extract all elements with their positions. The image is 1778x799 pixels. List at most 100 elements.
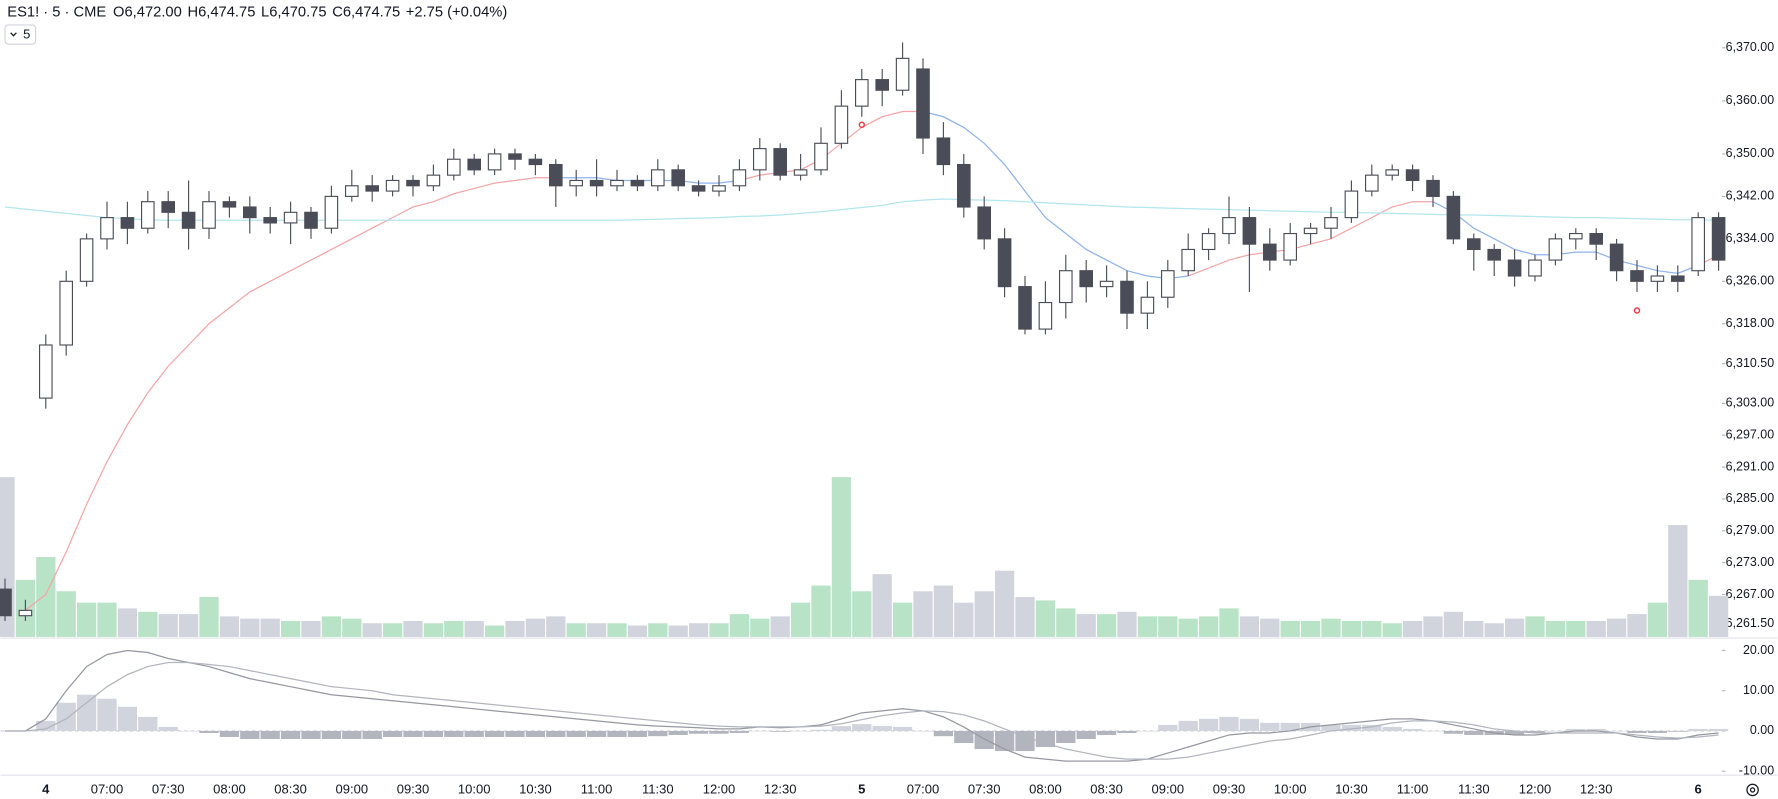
macd-pane: 20.00 10.00 0.00 -10.00	[0, 643, 1774, 777]
histogram-bar	[240, 730, 260, 739]
time-label: 08:30	[1090, 781, 1123, 796]
candle-body	[140, 201, 155, 229]
volume-bar	[770, 616, 790, 637]
y-tick-label: 6,360.00	[1726, 93, 1775, 107]
histogram-bar	[892, 726, 913, 731]
y-tick-label: 10.00	[1743, 683, 1774, 697]
histogram-bar	[852, 724, 872, 731]
histogram-bar	[729, 730, 750, 733]
time-label: 11:00	[581, 781, 613, 796]
candle-body	[18, 609, 33, 617]
time-label: 08:30	[274, 781, 307, 796]
candle-body	[549, 163, 563, 187]
volume-bar	[423, 623, 444, 637]
candle-body	[936, 137, 951, 166]
candle-body	[0, 588, 12, 617]
time-label: 12:00	[703, 781, 736, 796]
y-tick-label: 20.00	[1743, 643, 1774, 657]
histogram-bar	[1647, 730, 1668, 733]
candle-body	[1059, 270, 1073, 304]
time-label: 10:00	[458, 781, 491, 796]
volume-bar	[219, 616, 240, 637]
gear-outline[interactable]	[1746, 783, 1759, 797]
histogram-bar	[1198, 718, 1219, 731]
time-label: 5	[858, 781, 865, 796]
volume-bar	[301, 620, 321, 637]
y-tick-label: 6,334.00	[1726, 231, 1775, 245]
volume-bar	[240, 618, 260, 637]
histogram-bar	[1504, 730, 1525, 735]
histogram-bar	[1321, 724, 1341, 731]
volume-bar	[1402, 620, 1423, 637]
time-label: 11:00	[1397, 781, 1429, 796]
volume-bar	[750, 618, 770, 637]
volume-bar	[872, 574, 892, 637]
candle-body	[1283, 232, 1297, 261]
volume-bar	[1239, 616, 1260, 637]
volume-bar	[546, 616, 566, 637]
candle-body	[222, 201, 237, 208]
candle-body	[1018, 286, 1032, 330]
time-label: 09:00	[1152, 781, 1185, 796]
candle-body	[1222, 217, 1236, 235]
histogram-bar	[76, 694, 97, 731]
histogram-bar	[382, 730, 403, 737]
histogram-bar	[505, 730, 525, 737]
histogram-bar	[1423, 730, 1443, 732]
interval-button-label[interactable]: 5	[23, 27, 30, 42]
histogram-bar	[1627, 730, 1647, 733]
gear-center[interactable]	[1749, 787, 1756, 793]
y-tick-label: 6,291.00	[1726, 459, 1775, 473]
histogram-bar	[994, 730, 1015, 752]
time-label: 07:30	[968, 781, 1001, 796]
y-tick-label: 6,370.00	[1726, 40, 1775, 54]
histogram-bar	[423, 730, 444, 737]
time-label: 08:00	[1029, 781, 1062, 796]
candle-body	[977, 206, 991, 240]
volume-bar	[525, 618, 546, 637]
candle-body	[365, 185, 379, 192]
moving-average	[922, 110, 1189, 280]
histogram-bar	[301, 730, 321, 739]
candle-body	[1630, 270, 1644, 282]
histogram-bar	[321, 730, 342, 739]
histogram-bar	[1137, 730, 1158, 732]
histogram-bar	[138, 716, 158, 731]
volume-bar	[1627, 614, 1647, 637]
y-tick-label: 0.00	[1750, 723, 1774, 737]
histogram-bar	[362, 730, 382, 739]
histogram-bar	[872, 726, 892, 731]
histogram-bar	[1362, 724, 1382, 731]
volume-bar	[648, 623, 668, 637]
histogram-bar	[1260, 722, 1280, 731]
volume-bar	[627, 625, 648, 637]
candle-body	[1487, 248, 1501, 261]
histogram-bar	[566, 730, 586, 737]
candle-body	[385, 179, 400, 192]
interval-button[interactable]	[4, 24, 37, 45]
histogram-bar	[199, 730, 219, 733]
candle-body	[202, 201, 216, 229]
volume-bar	[586, 623, 607, 637]
candle-body	[916, 68, 930, 139]
time-label: 12:00	[1519, 781, 1552, 796]
candle-body	[630, 179, 645, 187]
histogram-bar	[668, 730, 688, 735]
volume-bar	[464, 620, 484, 637]
histogram-bar	[811, 729, 831, 731]
settings-icon[interactable]	[1746, 783, 1759, 797]
change: +2.75 (+0.04%)	[406, 4, 507, 20]
candle-body	[1426, 179, 1440, 197]
volume-bar	[1260, 618, 1280, 637]
histogram-bar	[831, 726, 852, 731]
candle-body	[467, 158, 481, 171]
candle-body	[712, 185, 726, 192]
candle-body	[406, 179, 420, 187]
ohlc-value: 6,470.75	[269, 4, 326, 20]
volume-bar	[1668, 525, 1688, 637]
candle-body	[1528, 259, 1542, 277]
volume-bar	[1198, 616, 1219, 637]
candle-body	[1609, 243, 1624, 272]
volume-bar	[811, 585, 831, 637]
volume-bar	[1300, 620, 1321, 637]
